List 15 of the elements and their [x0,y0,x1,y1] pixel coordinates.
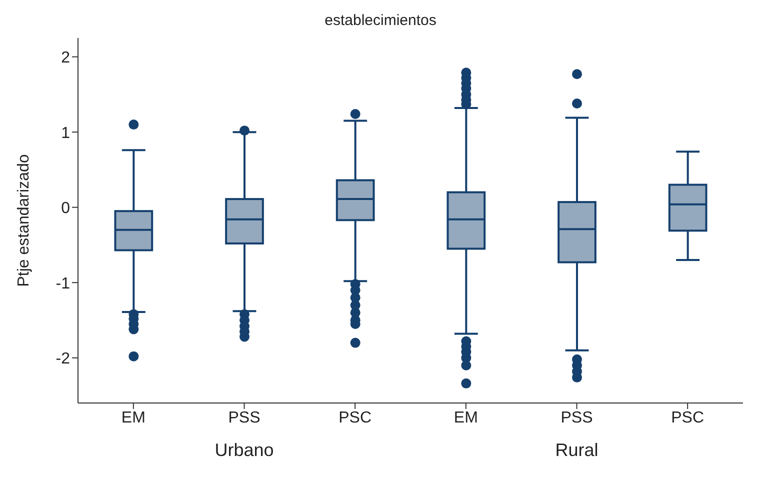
y-tick-label: 2 [61,49,70,66]
x-tick-label: PSS [560,409,593,426]
chart-title: establecimientos [324,12,438,29]
y-axis-title: Ptje estandarizado [16,154,33,287]
x-tick-label: PSC [671,409,704,426]
x-tick-label: PSS [228,409,260,426]
y-tick-label: 0 [61,200,70,218]
x-tick-label: PSC [338,409,372,426]
y-tick-label: -2 [56,350,70,368]
text: Rural [554,440,600,461]
x-tick-label: EM [454,409,478,426]
y-tick-label: 1 [61,124,70,142]
y-tick-label: -1 [56,275,70,292]
x-tick-label: EM [121,409,146,426]
text: Urbano [214,440,275,461]
